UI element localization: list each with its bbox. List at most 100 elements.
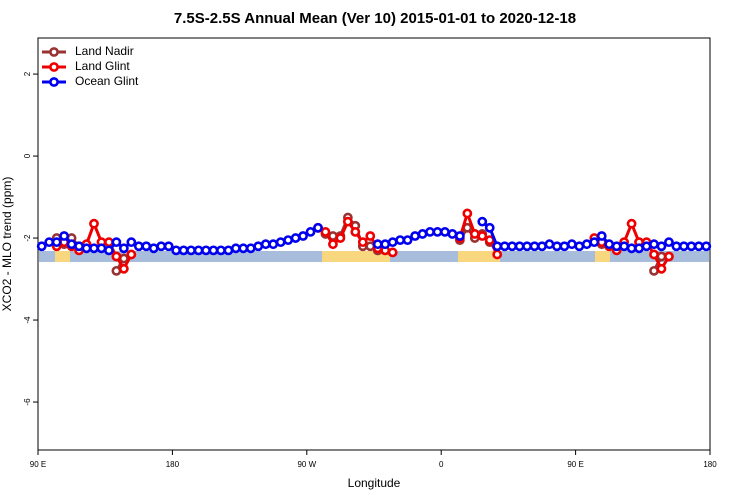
data-point bbox=[238, 243, 249, 254]
data-point bbox=[395, 235, 406, 246]
data-point bbox=[626, 218, 637, 229]
data-point bbox=[529, 241, 540, 252]
data-point bbox=[425, 227, 435, 237]
data-point bbox=[104, 245, 114, 256]
data-point bbox=[499, 241, 510, 252]
y-axis-label: XCO2 - MLO trend (ppm) bbox=[0, 177, 14, 312]
data-point bbox=[230, 243, 241, 254]
data-point bbox=[89, 218, 99, 229]
data-point bbox=[253, 241, 264, 252]
data-point bbox=[163, 241, 174, 252]
data-point bbox=[141, 241, 152, 252]
data-point bbox=[387, 247, 398, 258]
data-point bbox=[619, 241, 630, 252]
data-point bbox=[604, 239, 615, 250]
data-point bbox=[559, 241, 570, 252]
data-point bbox=[126, 237, 137, 248]
data-point bbox=[402, 235, 413, 246]
data-point bbox=[477, 231, 488, 241]
land-strip bbox=[458, 251, 500, 262]
data-point bbox=[552, 241, 562, 252]
data-point bbox=[44, 237, 55, 248]
data-point bbox=[492, 241, 503, 252]
data-point bbox=[111, 251, 122, 262]
data-point bbox=[574, 241, 585, 252]
data-point bbox=[66, 239, 77, 250]
x-tick-label: 180 bbox=[166, 460, 180, 469]
data-point bbox=[81, 243, 92, 254]
data-point bbox=[469, 229, 480, 239]
x-tick-label: 90 W bbox=[297, 460, 316, 469]
data-point bbox=[193, 245, 204, 256]
legend-label: Ocean Glint bbox=[75, 74, 139, 88]
data-point bbox=[507, 241, 518, 252]
data-point bbox=[223, 245, 234, 256]
data-point bbox=[432, 227, 443, 237]
data-point bbox=[589, 237, 600, 248]
data-point bbox=[96, 243, 107, 254]
y-tick-label: -4 bbox=[23, 316, 32, 324]
data-point bbox=[328, 239, 338, 250]
x-axis-label: Longitude bbox=[348, 476, 401, 490]
chart-title: 7.5S-2.5S Annual Mean (Ver 10) 2015-01-0… bbox=[174, 10, 576, 27]
land-strip bbox=[322, 251, 390, 262]
data-point bbox=[611, 241, 622, 252]
data-point bbox=[268, 239, 279, 250]
data-point bbox=[216, 245, 226, 256]
data-point bbox=[260, 239, 271, 250]
data-point bbox=[298, 231, 308, 241]
data-point bbox=[649, 249, 659, 260]
data-point bbox=[634, 243, 644, 254]
data-point bbox=[335, 233, 346, 243]
data-point bbox=[178, 245, 189, 256]
data-point bbox=[664, 251, 674, 262]
x-tick-label: 0 bbox=[439, 460, 444, 469]
data-point bbox=[380, 239, 391, 250]
data-point bbox=[357, 237, 368, 248]
surface-strip bbox=[39, 251, 709, 262]
data-point bbox=[484, 222, 495, 233]
data-point bbox=[537, 241, 547, 252]
data-point bbox=[186, 245, 196, 256]
data-point bbox=[283, 235, 294, 246]
data-point bbox=[156, 241, 167, 252]
legend-marker bbox=[49, 62, 59, 72]
data-point bbox=[208, 245, 219, 256]
data-point bbox=[59, 231, 70, 241]
data-point bbox=[544, 239, 555, 250]
data-point bbox=[649, 265, 659, 276]
data-point bbox=[664, 237, 674, 248]
land-strip bbox=[55, 251, 70, 262]
data-point bbox=[656, 251, 667, 262]
data-point bbox=[245, 243, 256, 254]
data-point bbox=[566, 239, 577, 250]
data-point bbox=[36, 241, 47, 252]
data-point bbox=[417, 229, 428, 239]
legend-label: Land Glint bbox=[75, 59, 130, 73]
data-point bbox=[656, 263, 667, 274]
data-point bbox=[462, 208, 473, 219]
data-point bbox=[74, 241, 84, 252]
data-point bbox=[522, 241, 532, 252]
data-point bbox=[678, 241, 689, 252]
data-point bbox=[171, 245, 182, 256]
y-tick-label: 2 bbox=[23, 71, 32, 76]
data-point bbox=[447, 229, 458, 239]
y-tick-label: 0 bbox=[23, 153, 32, 158]
data-point bbox=[118, 243, 129, 254]
data-point bbox=[148, 243, 159, 254]
data-point bbox=[626, 243, 637, 254]
data-point bbox=[290, 233, 301, 243]
land-strip bbox=[595, 251, 610, 262]
data-point bbox=[686, 241, 697, 252]
x-tick-label: 90 E bbox=[567, 460, 583, 469]
data-point bbox=[365, 241, 376, 252]
x-tick-label: 180 bbox=[703, 460, 717, 469]
legend-marker bbox=[49, 47, 59, 57]
y-tick-label: -2 bbox=[23, 234, 32, 242]
data-point bbox=[111, 265, 122, 276]
data-point bbox=[365, 231, 376, 241]
legend-label: Land Nadir bbox=[75, 44, 134, 58]
data-point bbox=[641, 241, 652, 252]
